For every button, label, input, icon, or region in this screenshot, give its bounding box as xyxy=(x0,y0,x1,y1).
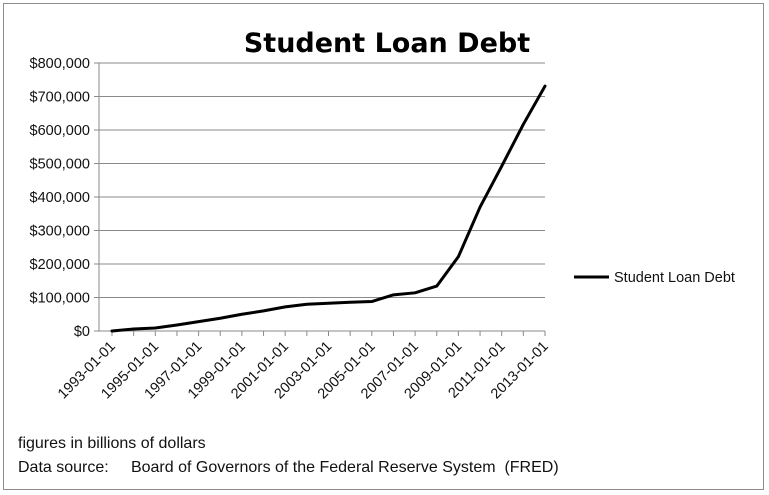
gridlines xyxy=(99,62,545,298)
x-tick-labels: 1993-01-011995-01-011997-01-011999-01-01… xyxy=(55,339,552,403)
y-tick-labels: $0 $100,000 $200,000 $300,000 $400,000 $500,0… xyxy=(30,56,90,340)
y-tick-label: $200,000 xyxy=(30,257,90,273)
series-lines xyxy=(110,84,547,333)
y-tick-label: $400,000 xyxy=(30,190,90,206)
footnote-units: figures in billions of dollars xyxy=(18,435,206,452)
y-tick-label: $300,000 xyxy=(30,224,90,240)
y-tick-label: $500,000 xyxy=(30,157,90,173)
axes xyxy=(94,62,546,336)
y-tick-label: $100,000 xyxy=(30,291,90,307)
chart-frame: Student Loan Debt $0 $100,000 $200,000 $300… xyxy=(3,3,764,490)
y-tick-label: $800,000 xyxy=(30,56,90,72)
y-tick-label: $0 xyxy=(74,324,90,340)
footnote-source: Data source: Board of Governors of the F… xyxy=(18,459,559,476)
line-chart: Student Loan Debt $0 $100,000 $200,000 $300… xyxy=(30,28,735,403)
legend: Student Loan Debt xyxy=(574,270,735,286)
legend-label: Student Loan Debt xyxy=(614,270,735,286)
chart-title: Student Loan Debt xyxy=(244,28,530,59)
series-line xyxy=(110,84,547,333)
y-tick-label: $600,000 xyxy=(30,123,90,139)
y-tick-label: $700,000 xyxy=(30,90,90,106)
